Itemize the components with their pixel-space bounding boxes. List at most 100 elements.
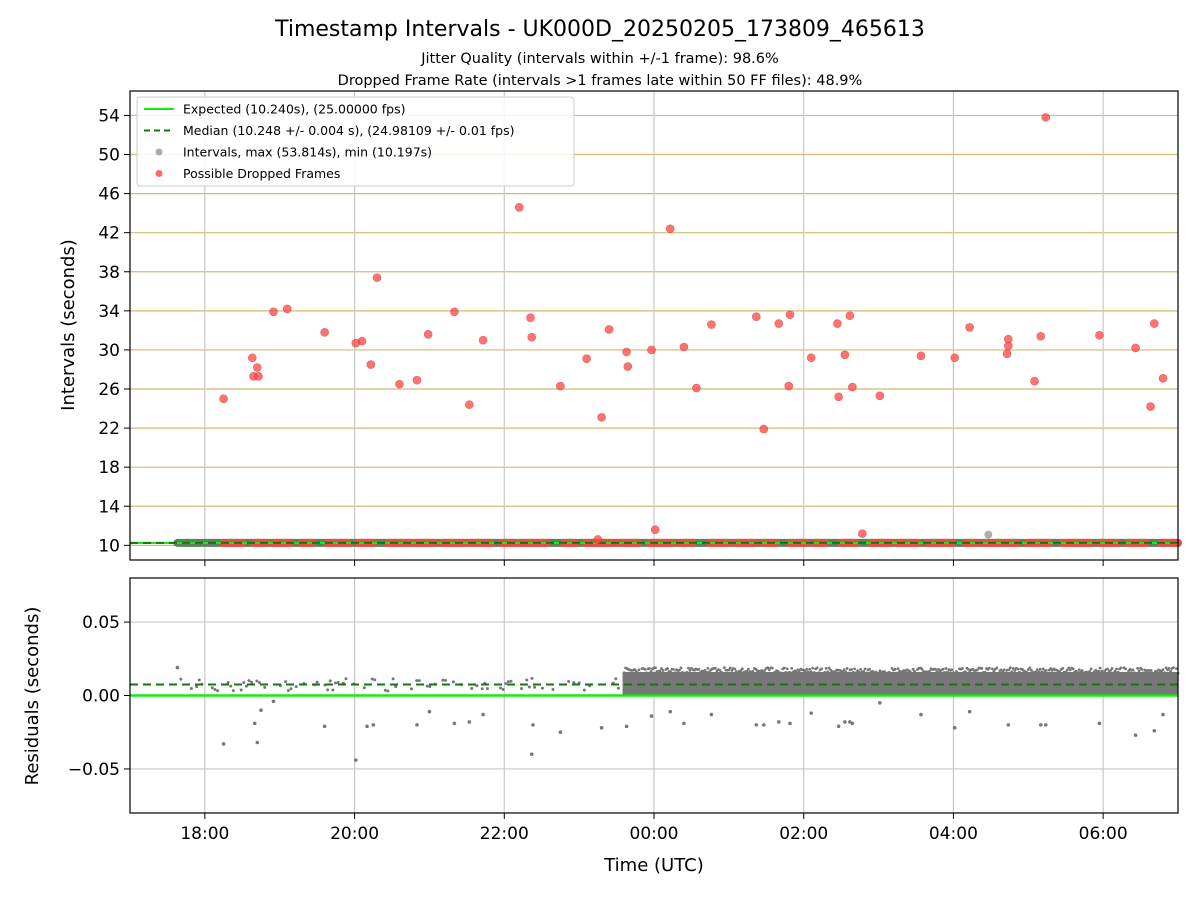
residual-point — [808, 667, 812, 671]
residual-point — [1008, 666, 1012, 670]
figure-subtitle-dropped: Dropped Frame Rate (intervals >1 frames … — [338, 73, 863, 89]
residual-point — [713, 666, 717, 670]
residual-point — [1016, 667, 1020, 671]
dropped-frame-point — [556, 381, 565, 391]
residual-point — [809, 670, 813, 674]
dropped-frame-point — [1146, 402, 1155, 411]
residual-outlier-point — [761, 723, 766, 727]
residual-point — [1136, 666, 1139, 670]
residual-outlier-point — [776, 720, 781, 724]
dropped-frame-point — [1149, 319, 1159, 328]
dropped-frame-point — [785, 310, 795, 320]
dropped-frame-point — [784, 381, 794, 391]
residual-point — [990, 667, 994, 671]
intervals-ytick-label: 42 — [98, 224, 120, 244]
residual-point — [854, 671, 858, 675]
residual-point — [614, 677, 618, 681]
residual-point — [189, 687, 193, 691]
residual-point — [616, 686, 620, 690]
residual-point — [679, 666, 683, 670]
residual-point — [718, 668, 722, 672]
intervals-ytick-label: 18 — [98, 458, 120, 478]
residual-point — [842, 668, 846, 672]
residual-outlier-point — [531, 723, 535, 727]
residual-point — [673, 671, 677, 675]
residual-point — [935, 670, 939, 674]
dropped-frame-point — [806, 353, 816, 363]
dropped-frame-point — [593, 535, 603, 544]
dropped-frame-point — [450, 307, 459, 317]
residual-point — [661, 669, 665, 672]
residual-point — [740, 667, 744, 671]
residual-point — [1175, 667, 1178, 671]
residual-point — [504, 682, 508, 686]
residual-outlier-point — [529, 752, 534, 757]
residual-outlier-point — [467, 720, 472, 724]
residual-point — [913, 669, 916, 673]
residual-outlier-point — [754, 723, 759, 727]
dropped-frame-point — [372, 273, 382, 282]
residual-point — [678, 668, 681, 672]
dropped-frame-point — [1131, 343, 1140, 353]
figure-subtitle-jitter: Jitter Quality (intervals within +/-1 fr… — [420, 51, 779, 67]
residual-point — [1115, 667, 1119, 671]
residual-point — [525, 678, 529, 682]
residual-point — [992, 669, 996, 673]
residual-point — [803, 669, 807, 673]
residual-point — [622, 671, 626, 675]
residual-point — [823, 671, 827, 674]
residual-point — [1038, 667, 1042, 671]
residual-outlier-point — [843, 720, 847, 724]
dropped-frame-point — [845, 311, 855, 321]
dropped-frame-point — [707, 320, 716, 329]
residual-point — [910, 671, 913, 675]
residual-point — [373, 678, 377, 682]
residual-point — [284, 680, 288, 684]
intervals-ylabel: Intervals (seconds) — [58, 239, 79, 411]
residual-point — [636, 671, 639, 675]
residual-point — [394, 685, 398, 689]
residual-point — [733, 667, 737, 671]
intervals-ytick-label: 54 — [98, 106, 120, 126]
dropped-frame-point — [423, 329, 433, 339]
residual-outlier-point — [1006, 723, 1011, 727]
residual-point — [1004, 671, 1008, 675]
figure-title: Timestamp Intervals - UK000D_20250205_17… — [274, 17, 925, 42]
residual-point — [847, 671, 851, 675]
residual-point — [1124, 667, 1127, 671]
legend-intervals-swatch — [155, 148, 163, 156]
residual-point — [928, 669, 931, 673]
residual-point — [956, 671, 960, 675]
residual-point — [391, 677, 395, 681]
dropped-frame-point — [395, 379, 404, 389]
residual-point — [859, 667, 863, 671]
dropped-frame-point — [774, 319, 784, 328]
residual-point — [1002, 668, 1006, 672]
residual-point — [1068, 668, 1072, 672]
residual-point — [722, 666, 726, 670]
residual-point — [649, 670, 653, 673]
residual-point — [1046, 671, 1050, 675]
residual-point — [788, 671, 792, 674]
residual-point — [687, 666, 690, 670]
residuals-xtick-label: 18:00 — [180, 824, 229, 844]
residual-point — [1080, 669, 1084, 672]
residual-point — [868, 667, 871, 671]
residuals-ylabel: Residuals (seconds) — [22, 607, 43, 786]
residual-point — [1089, 667, 1093, 671]
residual-point — [660, 667, 663, 670]
residuals-xtick-label: 20:00 — [330, 824, 379, 844]
residual-point — [480, 687, 484, 691]
residual-point — [782, 666, 786, 670]
dropped-frame-point — [582, 354, 591, 364]
residual-point — [1013, 669, 1017, 672]
dropped-frame-point — [759, 424, 769, 434]
residual-point — [654, 666, 657, 670]
residual-point — [1058, 670, 1062, 674]
dropped-frame-point — [1158, 373, 1168, 383]
residual-point — [705, 670, 708, 674]
dropped-frame-point — [1041, 113, 1051, 122]
residual-point — [226, 680, 230, 684]
residual-point — [1167, 667, 1171, 670]
residual-point — [1113, 669, 1117, 673]
